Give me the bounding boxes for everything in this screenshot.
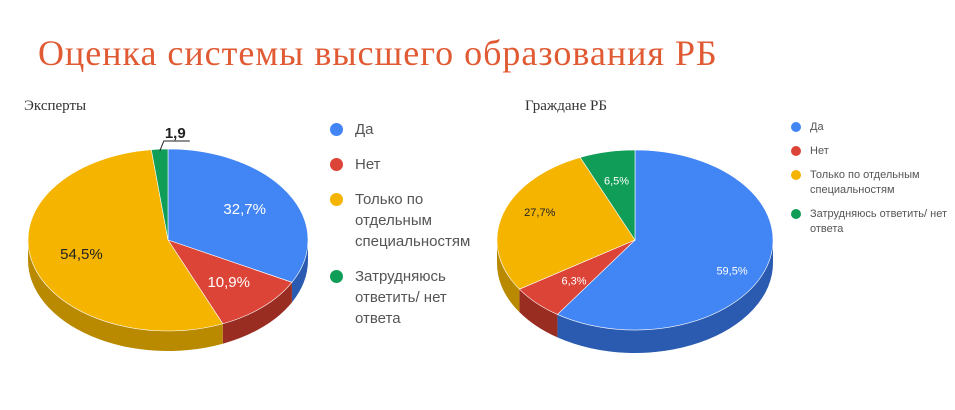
legend-swatch-no (791, 146, 801, 156)
legend-item-yes: Да (791, 120, 955, 135)
callout-line-unsure (159, 140, 190, 152)
legend-item-no: Нет (791, 144, 955, 159)
slice-partial (496, 157, 636, 290)
slice-label-yes: 59,5% (716, 265, 747, 277)
legend-swatch-partial (791, 170, 801, 180)
legend-item-no: Нет (330, 154, 490, 175)
legend-item-partial: Только по отдельным специальностям (791, 168, 955, 198)
legend-label-partial: Только по отдельным специальностям (355, 191, 471, 250)
pie-citizens: 59,5% 6,3% 27,7% 6,5% (496, 149, 774, 354)
legend-swatch-unsure (791, 209, 801, 219)
legend-label-no: Нет (810, 145, 829, 157)
slice-label-unsure: 6,5% (604, 176, 629, 188)
slice-label-no: 6,3% (561, 276, 586, 288)
legend-swatch-yes (330, 123, 343, 136)
slice-partial (27, 149, 224, 332)
legend-label-yes: Да (810, 121, 824, 133)
slice-yes (167, 148, 309, 283)
legend-item-unsure: Затрудняюсь ответить/ нет ответа (330, 266, 490, 329)
legend-label-no: Нет (355, 156, 381, 173)
slice-unsure (579, 149, 636, 241)
page-title: Оценка системы высшего образования РБ (38, 33, 718, 73)
slice-yes (556, 149, 774, 331)
legend-label-partial: Только по отдельным специальностям (810, 169, 920, 196)
slice-label-no: 10,9% (207, 274, 250, 291)
legend-label-unsure: Затрудняюсь ответить/ нет ответа (355, 268, 447, 327)
slice-unsure (150, 148, 169, 241)
legend-item-unsure: Затрудняюсь ответить/ нет ответа (791, 207, 955, 237)
slice-side-yes (557, 240, 773, 354)
legend-item-partial: Только по отдельным специальностям (330, 189, 490, 252)
slice-label-unsure: 1,9 (165, 125, 186, 142)
slice-label-yes: 32,7% (223, 201, 266, 218)
slice-label-partial: 27,7% (524, 207, 555, 219)
legend-experts: Да Нет Только по отдельным специальностя… (330, 119, 490, 343)
legend-swatch-partial (330, 193, 343, 206)
chart-title-experts: Эксперты (24, 98, 87, 114)
legend-swatch-unsure (330, 270, 343, 283)
slice-side-partial (28, 240, 223, 351)
legend-swatch-yes (791, 122, 801, 132)
legend-item-yes: Да (330, 119, 490, 140)
slice-side-no (519, 289, 558, 338)
chart-title-citizens: Граждане РБ (525, 98, 607, 114)
slice-side-yes (291, 240, 308, 303)
legend-label-yes: Да (355, 121, 374, 138)
legend-citizens: Да Нет Только по отдельным специальностя… (791, 120, 955, 246)
pie-experts: 32,7% 10,9% 54,5% 1,9 (27, 125, 309, 351)
legend-label-unsure: Затрудняюсь ответить/ нет ответа (810, 208, 947, 235)
legend-swatch-no (330, 158, 343, 171)
slice-no (167, 239, 293, 325)
slice-label-partial: 54,5% (60, 246, 103, 263)
slice-side-no (222, 282, 292, 344)
